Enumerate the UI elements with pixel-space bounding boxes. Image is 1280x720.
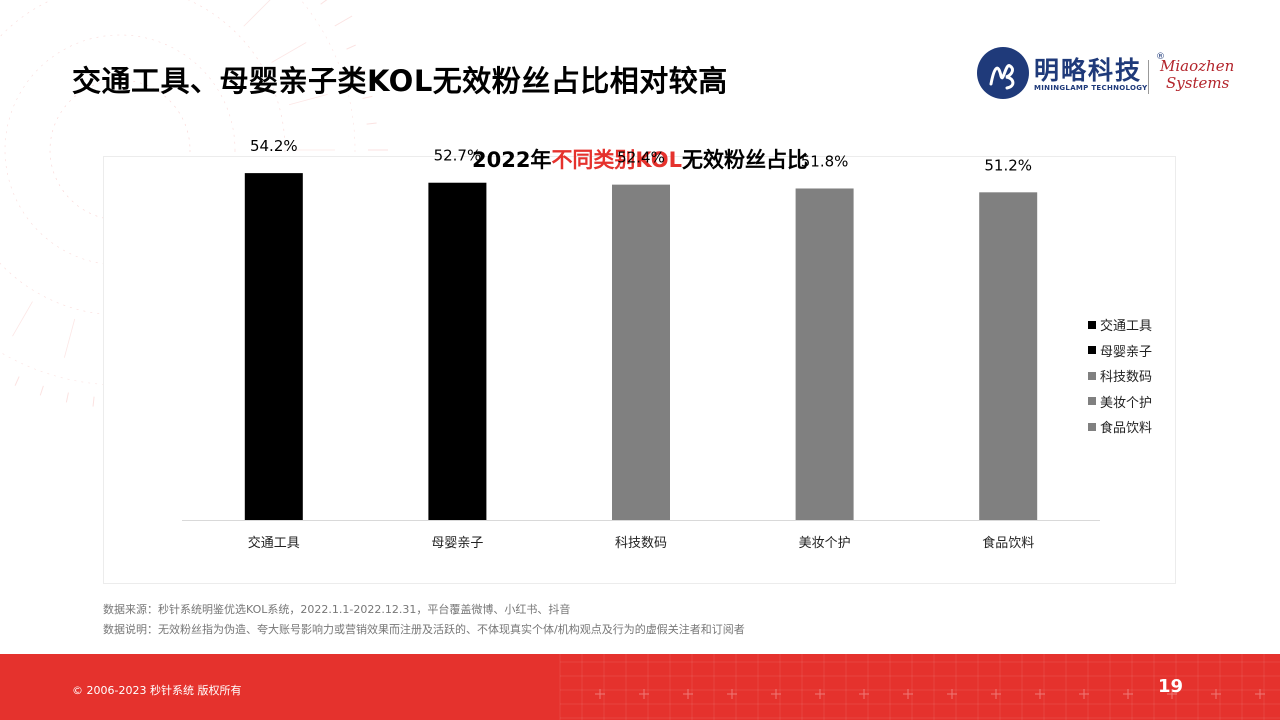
page-number: 19 (1158, 676, 1184, 697)
copyright-text: © 2006-2023 秒针系统 版权所有 (72, 684, 242, 697)
legend-label: 科技数码 (1100, 370, 1153, 386)
legend-item: 美妆个护 (1088, 389, 1152, 415)
legend-label: 美妆个护 (1100, 395, 1153, 411)
data-label: 51.2% (984, 156, 1032, 174)
legend-swatch (1088, 422, 1096, 431)
x-tick-label: 食品饮料 (982, 535, 1034, 551)
bar (428, 182, 487, 520)
chart-title-suffix: 无效粉丝占比 (682, 148, 809, 172)
legend-swatch (1088, 320, 1096, 329)
chart-title-year: 2022年 (471, 148, 552, 172)
legend-label: 交通工具 (1100, 319, 1153, 335)
legend-swatch (1088, 371, 1096, 380)
logo-english-name: MININGLAMP TECHNOLOGY (1034, 84, 1148, 92)
miaozhen-logo-line2: Systems (1166, 74, 1230, 92)
data-label: 52.4% (617, 149, 665, 167)
data-definition-note: 数据说明：无效粉丝指为伪造、夸大账号影响力或营销效果而注册及活跃的、不体现真实个… (103, 623, 745, 636)
data-label: 51.8% (801, 152, 849, 170)
x-tick-label: 母婴亲子 (431, 536, 483, 551)
x-tick-label: 科技数码 (615, 536, 667, 551)
page-title: 交通工具、母婴亲子类KOL无效粉丝占比相对较高 (72, 64, 728, 98)
legend-item: 母婴亲子 (1088, 338, 1152, 364)
bar (979, 192, 1038, 520)
data-label: 52.7% (434, 147, 482, 165)
x-tick-label: 交通工具 (248, 535, 300, 551)
legend-label: 母婴亲子 (1100, 344, 1153, 360)
logo-chinese-name: 明略科技 (1034, 56, 1143, 85)
x-tick-label: 美妆个护 (799, 536, 851, 551)
bar (612, 184, 670, 520)
legend-item: 科技数码 (1088, 363, 1152, 389)
mininglamp-logo-icon (977, 47, 1029, 99)
logo-divider (1148, 60, 1149, 94)
bar (795, 188, 854, 521)
legend-label: 食品饮料 (1100, 421, 1153, 437)
footnotes: 数据来源：秒针系统明鉴优选KOL系统，2022.1.1-2022.12.31，平… (103, 600, 745, 640)
miaozhen-logo: Miaozhen Systems (1160, 58, 1234, 92)
legend-item: 交通工具 (1088, 312, 1152, 338)
data-source-note: 数据来源：秒针系统明鉴优选KOL系统，2022.1.1-2022.12.31，平… (103, 603, 571, 616)
legend-swatch (1088, 397, 1096, 406)
footer-grid-decoration (559, 654, 1280, 720)
data-label: 54.2% (250, 137, 298, 155)
miaozhen-logo-line1: Miaozhen (1160, 57, 1235, 75)
company-logo: 明略科技 ® MININGLAMP TECHNOLOGY Miaozhen Sy… (976, 46, 1246, 106)
legend-swatch (1088, 346, 1096, 355)
chart-title-highlight: 不同类别KOL (551, 148, 683, 172)
chart-legend: 交通工具 母婴亲子 科技数码 美妆个护 食品饮料 (1088, 312, 1152, 440)
bar (244, 173, 303, 520)
footer-bar: © 2006-2023 秒针系统 版权所有 19 (0, 654, 1280, 720)
chart-title: 2022年不同类别KOL无效粉丝占比 (0, 144, 1280, 174)
legend-item: 食品饮料 (1088, 414, 1152, 440)
logo-registered-mark: ® (1156, 52, 1165, 62)
